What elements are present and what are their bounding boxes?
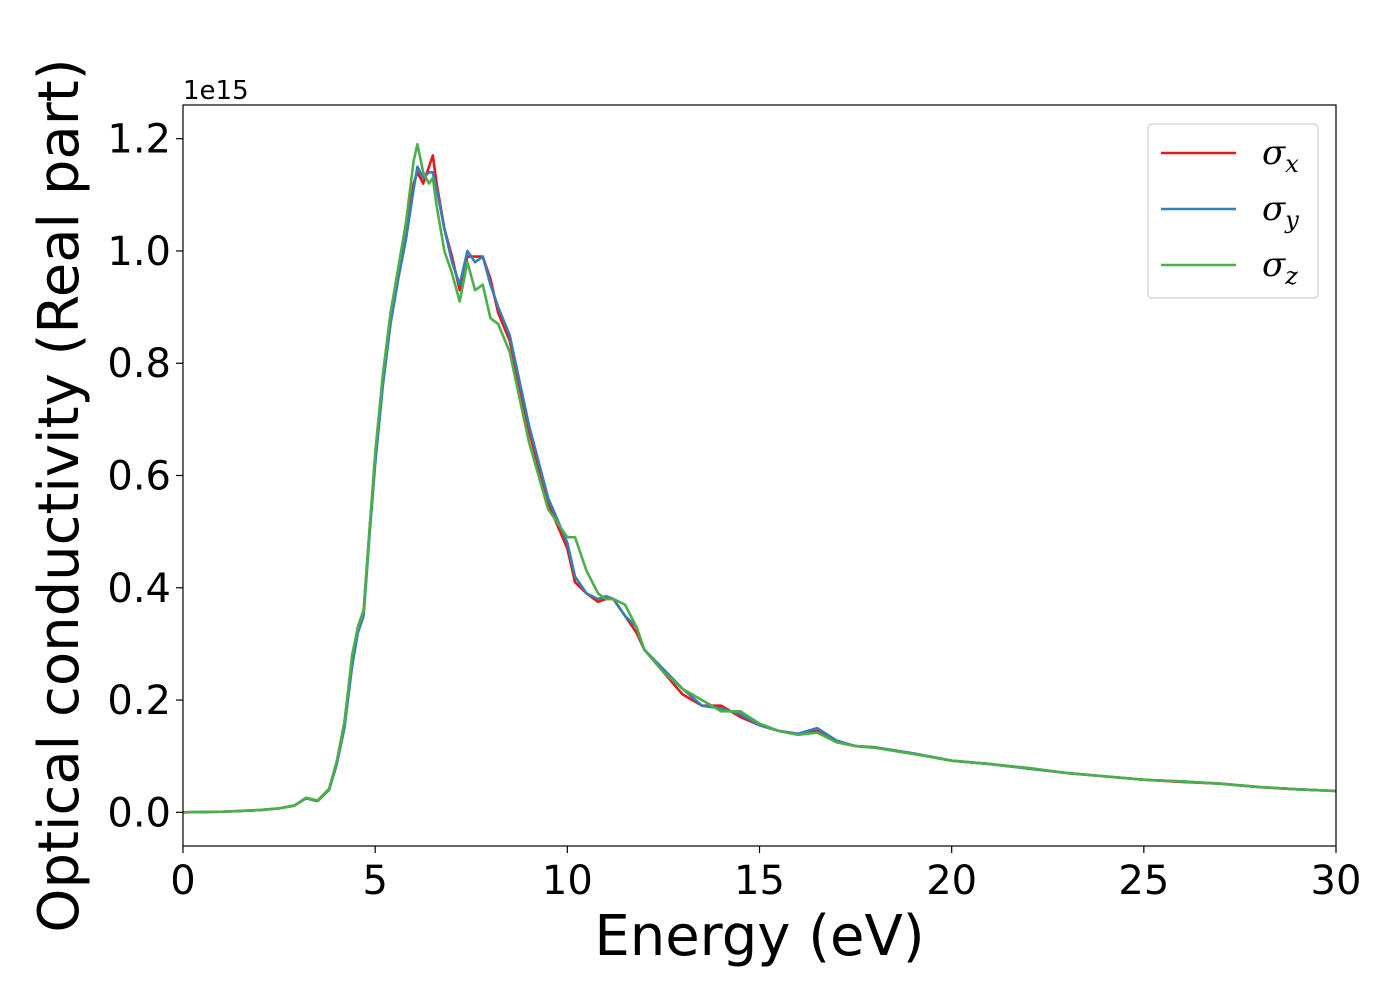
x-tick-label: 25 (1118, 858, 1169, 904)
x-tick-label: 15 (734, 858, 785, 904)
legend-box (1147, 123, 1319, 299)
y-axis-offset-text: 1e15 (183, 76, 249, 106)
x-axis-label: Energy (eV) (594, 904, 924, 969)
x-axis-ticks: 0 5 10 15 20 25 30 (170, 846, 1361, 904)
y-tick-label: 0.0 (107, 790, 171, 836)
x-tick-label: 30 (1311, 858, 1362, 904)
y-tick-label: 0.8 (107, 341, 171, 387)
x-tick-label: 5 (362, 858, 387, 904)
legend: σx σy σz (1147, 123, 1319, 299)
x-tick-label: 20 (926, 858, 977, 904)
x-tick-label: 10 (542, 858, 593, 904)
y-tick-label: 1.2 (107, 117, 171, 163)
legend-label-z: σz (1262, 245, 1298, 290)
y-tick-label: 0.6 (107, 454, 171, 500)
legend-label-x: σx (1262, 133, 1299, 178)
x-tick-label: 0 (170, 858, 195, 904)
y-tick-label: 1.0 (107, 229, 171, 275)
y-tick-label: 0.4 (107, 566, 171, 612)
y-tick-label: 0.2 (107, 678, 171, 724)
series-line-z (183, 143, 1336, 814)
y-axis-label: Optical conductivity (Real part) (27, 58, 92, 932)
y-axis-ticks: 0.0 0.2 0.4 0.6 0.8 1.0 1.2 (107, 117, 183, 836)
plot-area (183, 143, 1336, 814)
legend-label-y: σy (1262, 189, 1299, 234)
